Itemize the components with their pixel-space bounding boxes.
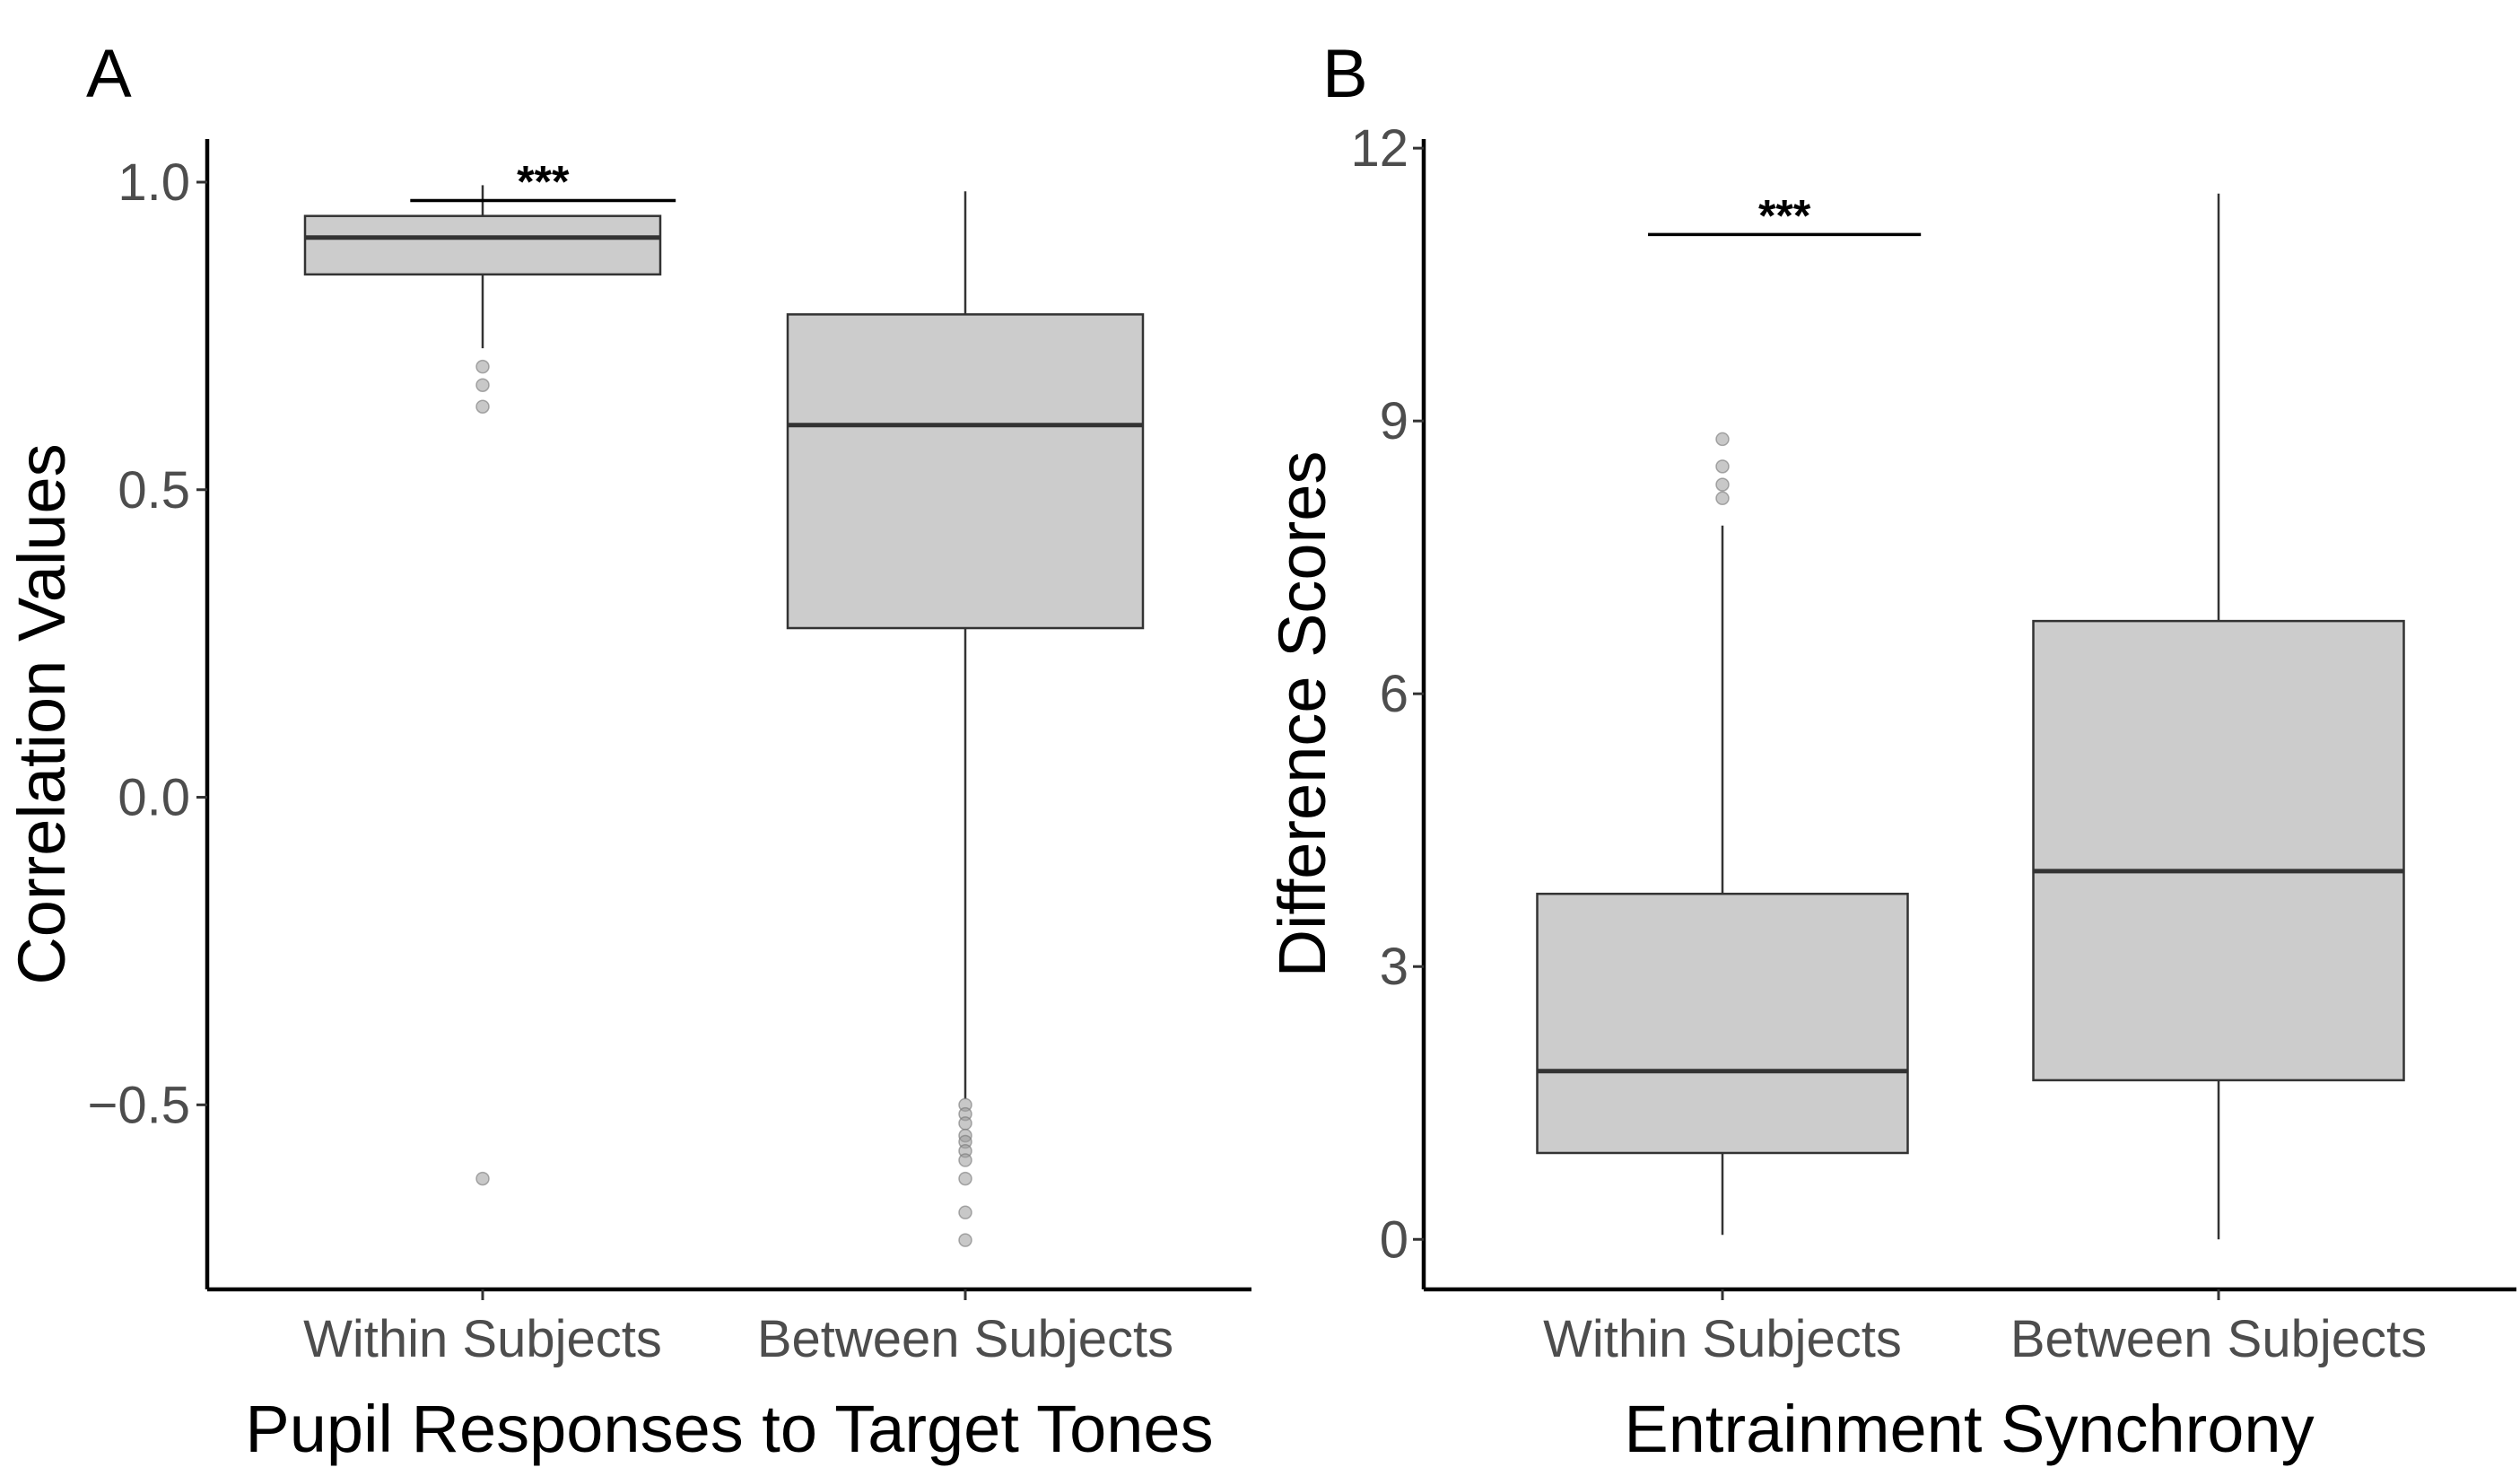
panel-a: A −0.5 0.0 0.5 1.0 Within Subjects Between Su… bbox=[4, 36, 1251, 1466]
chart-0-outlier-point bbox=[475, 399, 490, 414]
chart-0-outlier-point bbox=[958, 1116, 972, 1131]
chart-1-outlier-point bbox=[1715, 491, 1730, 506]
chart-0-x-tick-label: Between Subjects bbox=[757, 1310, 1173, 1368]
chart-1-outlier-point bbox=[1715, 477, 1730, 492]
chart-1-x-tick-label: Between Subjects bbox=[2010, 1310, 2427, 1368]
chart-1-y-tick-label: 0 bbox=[1380, 1210, 1408, 1269]
chart-1-outlier-point bbox=[1715, 459, 1730, 474]
chart-1-x-axis-title: Entrainment Synchrony bbox=[1624, 1392, 2314, 1466]
chart-1-y-tick-label: 12 bbox=[1350, 119, 1408, 178]
chart-1-x-tick-label: Within Subjects bbox=[1543, 1310, 1902, 1368]
chart-1-y-axis-title: Difference Scores bbox=[1265, 451, 1339, 978]
panel-b: B 0 3 6 9 12 Within Subjects Between Subjects *… bbox=[1265, 36, 2516, 1466]
chart-0-y-axis-title: Correlation Values bbox=[4, 443, 79, 984]
chart-1-y-tick-label: 9 bbox=[1380, 392, 1408, 450]
chart-0-outlier-point bbox=[475, 359, 490, 374]
chart-0-outlier-point bbox=[475, 1171, 490, 1186]
chart-1-box bbox=[1536, 892, 1909, 1155]
chart-0-x-tick-label: Within Subjects bbox=[303, 1310, 662, 1368]
chart-0-outlier-point bbox=[958, 1153, 972, 1167]
chart-1-y-tick-label: 3 bbox=[1380, 938, 1408, 996]
chart-1-outlier-point bbox=[1715, 432, 1730, 447]
panel-a-letter: A bbox=[86, 36, 132, 112]
chart-0-outlier-point bbox=[475, 378, 490, 392]
chart-0-outlier-point bbox=[958, 1233, 972, 1247]
chart-0-outlier-point bbox=[958, 1171, 972, 1186]
chart-0-outlier-point bbox=[958, 1205, 972, 1220]
chart-0-y-tick-label: 1.0 bbox=[118, 153, 190, 212]
chart-1-significance-label: *** bbox=[1758, 190, 1811, 240]
chart-0-significance-label: *** bbox=[517, 157, 570, 207]
chart-0-y-tick-label: −0.5 bbox=[88, 1076, 191, 1134]
chart-0-y-tick-label: 0.5 bbox=[118, 461, 190, 520]
chart-1-box bbox=[2032, 619, 2405, 1082]
chart-1-y-tick-label: 6 bbox=[1380, 665, 1408, 723]
chart-0-y-tick-label: 0.0 bbox=[118, 769, 190, 827]
chart-0-box bbox=[786, 313, 1145, 630]
panel-b-letter: B bbox=[1322, 36, 1368, 112]
chart-0-box bbox=[303, 214, 662, 276]
chart-0-x-axis-title: Pupil Responses to Target Tones bbox=[245, 1392, 1213, 1466]
